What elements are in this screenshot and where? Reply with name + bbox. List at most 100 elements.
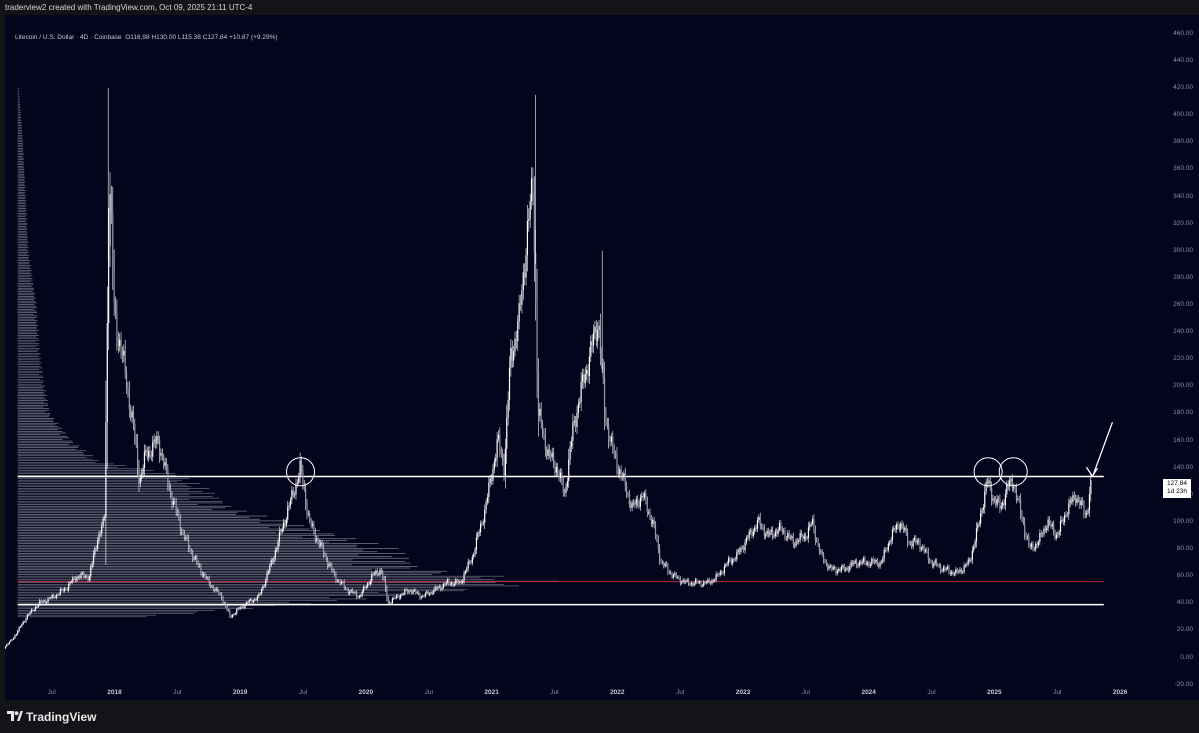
candle-643 [875,558,877,565]
highlight-circle-1[interactable] [973,457,1003,487]
candle-240 [320,539,322,549]
candle-595 [809,521,811,531]
candle-109 [139,474,141,488]
candle-790 [1077,494,1080,503]
candle-709 [966,562,968,568]
candle-142 [185,534,187,542]
candle-308 [413,588,416,593]
candle-29 [29,611,31,616]
candle-95 [120,331,122,359]
candle-97 [123,344,125,363]
candle-453 [613,444,615,459]
candle-313 [420,595,422,600]
candle-715 [974,538,976,549]
candle-194 [256,595,259,602]
candle-506 [686,577,688,583]
candle-385 [519,294,522,311]
symbol-legend: Litecoin / U.S. Dollar · 4D · Coinbase O… [15,34,278,41]
price-axis[interactable]: 460.00 440.00 420.00 400.00 380.00 360.00 340.… [1163,15,1199,700]
candle-464 [628,489,630,508]
tradingview-brand: TradingView [26,710,97,724]
candle-617 [839,567,841,573]
candle-40 [44,599,46,604]
candle-553 [751,527,753,539]
candle-708 [964,563,967,568]
candle-134 [174,497,176,505]
candle-386 [521,284,523,314]
candle-731 [996,494,998,509]
y-tick-label: 320.00 [1173,219,1193,227]
candle-492 [667,562,669,576]
candle-225 [299,452,301,484]
candle-432 [584,366,586,388]
candle-166 [218,589,220,596]
candle-534 [725,562,727,568]
candle-741 [1010,475,1012,485]
candle-72 [88,574,90,583]
candle-353 [475,532,478,555]
ohlc-close: C127.84 [202,34,228,41]
candle-416 [562,476,564,497]
chart-pane[interactable]: Litecoin / U.S. Dollar · 4D · Coinbase O… [5,15,1163,700]
candle-633 [861,559,863,566]
candle-509 [690,581,692,587]
highlight-circle-0[interactable] [286,457,316,487]
candle-246 [328,561,330,569]
candle-444 [601,346,603,370]
candle-28 [28,613,30,616]
candle-459 [621,472,624,481]
candle-572 [777,527,779,537]
candle-277 [371,571,373,585]
candle-362 [488,476,490,504]
candle-720 [981,507,983,517]
time-axis[interactable]: Jul 2018 Jul 2019 Jul 2020 Jul 2021 Jul 2022 Jul 20… [5,685,1163,700]
candle-123 [159,435,161,463]
candle-221 [294,491,296,499]
candle-380 [513,345,515,367]
candle-124 [160,448,162,461]
candle-415 [561,468,563,485]
arrow-annotation[interactable] [1085,421,1114,478]
candle-126 [163,453,165,470]
candle-195 [258,592,260,598]
candle-48 [55,593,57,600]
candle-405 [547,444,549,460]
candle-317 [426,590,428,595]
candle-236 [314,527,316,544]
candle-266 [356,590,358,600]
highlight-circle-2[interactable] [998,457,1028,487]
candle-397 [536,268,538,398]
candle-210 [278,526,281,547]
candle-407 [550,450,552,462]
candle-148 [193,556,195,562]
candle-567 [770,526,772,536]
candle-207 [274,547,276,561]
candle-457 [619,466,621,479]
candle-12 [6,643,8,648]
candle-365 [492,464,494,485]
candle-513 [696,578,698,585]
price-chart[interactable] [5,15,1163,700]
candle-749 [1021,509,1023,523]
x-tick-label: Jul [1053,689,1062,696]
candle-737 [1004,489,1007,511]
candle-668 [909,540,911,546]
candle-540 [733,557,735,563]
candle-473 [641,491,643,502]
ohlc-open: O116.98 [125,34,150,41]
candle-327 [440,585,442,592]
candle-304 [408,589,410,595]
candle-721 [982,504,984,514]
candle-575 [781,526,783,535]
candle-80 [99,530,101,537]
candle-series [5,88,1092,650]
candle-212 [281,526,283,535]
candle-206 [273,556,275,565]
candle-502 [681,580,683,585]
candle-377 [508,356,511,411]
candle-483 [654,521,657,540]
credit-text: traderview2 created with TradingView.com… [5,3,253,12]
candle-368 [496,431,498,468]
candle-229 [305,482,307,511]
y-tick-label: 100.00 [1173,517,1193,525]
